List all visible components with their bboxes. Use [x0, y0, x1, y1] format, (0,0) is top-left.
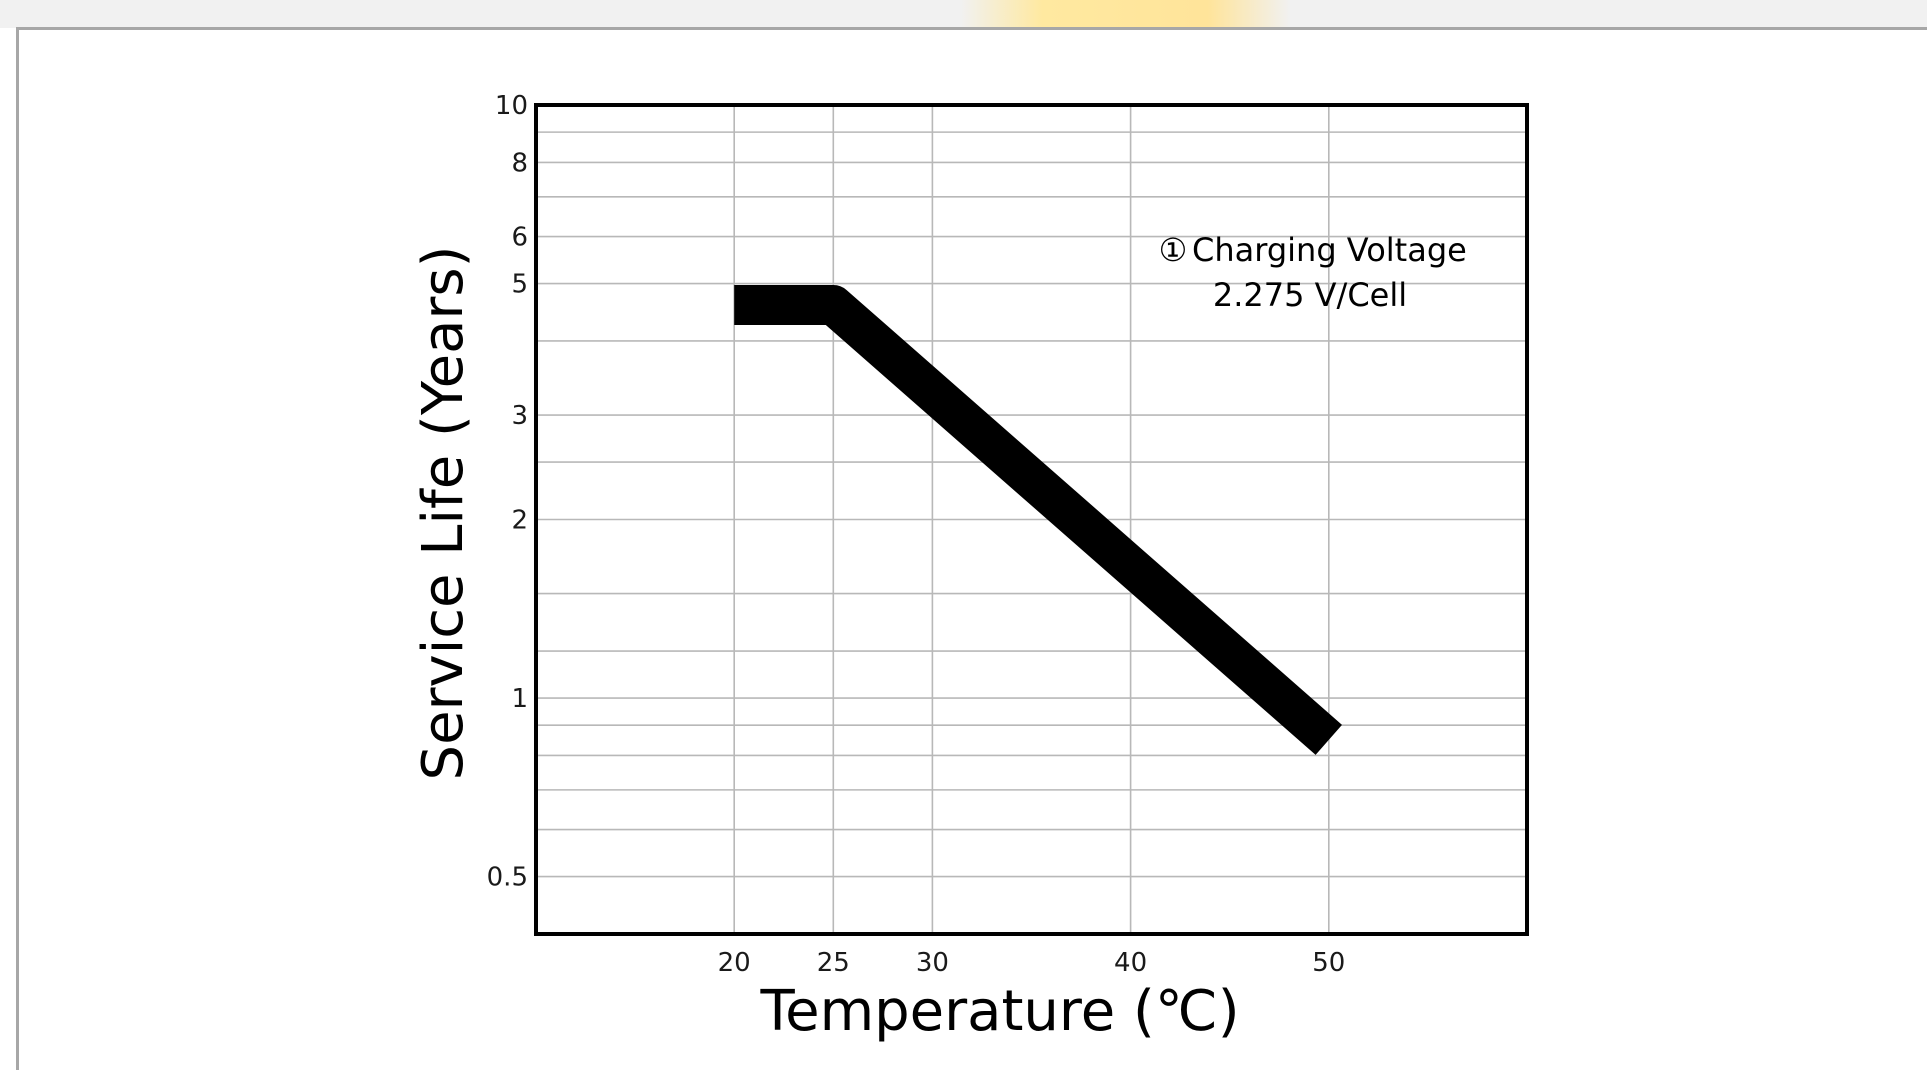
y-tick-label: 5	[511, 270, 528, 300]
x-tick-label: 50	[1312, 948, 1345, 978]
annotation: ① Charging Voltage 2.275 V/Cell	[1159, 231, 1467, 314]
y-tick-labels: 10 8 6 5 3 2 1 0.5	[487, 91, 528, 893]
grid-layer	[536, 104, 1527, 934]
y-tick-label: 0.5	[487, 863, 528, 893]
x-tick-label: 30	[916, 948, 949, 978]
x-tick-label: 40	[1114, 948, 1147, 978]
x-tick-label: 25	[817, 948, 850, 978]
series-layer	[734, 284, 1342, 755]
y-tick-label: 2	[511, 506, 528, 536]
service-life-line	[734, 284, 1342, 755]
y-axis-title: Service Life (Years)	[411, 246, 476, 781]
annotation-marker: ①	[1159, 231, 1188, 269]
top-strip	[0, 0, 1927, 28]
figure-frame	[16, 27, 1927, 1070]
x-tick-labels: 20 25 30 40 50	[718, 948, 1346, 978]
plot-area-frame	[534, 103, 1529, 936]
top-highlight	[960, 0, 1290, 28]
x-axis-title: Temperature (℃)	[759, 979, 1239, 1044]
y-tick-label: 10	[495, 91, 528, 121]
annotation-line-2: 2.275 V/Cell	[1213, 276, 1407, 314]
x-tick-label: 20	[718, 948, 751, 978]
y-tick-label: 8	[511, 148, 528, 178]
annotation-line-1: Charging Voltage	[1192, 231, 1467, 269]
y-tick-label: 3	[511, 401, 528, 431]
y-tick-label: 1	[511, 684, 528, 714]
y-tick-label: 6	[511, 223, 528, 253]
